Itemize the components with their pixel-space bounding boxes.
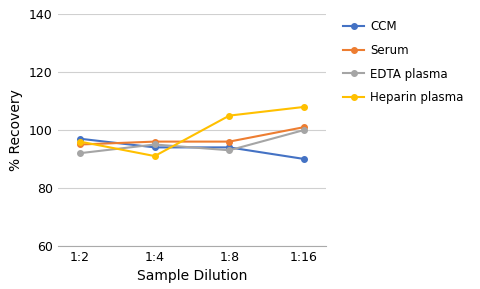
EDTA plasma	[77, 151, 83, 155]
Heparin plasma	[301, 105, 307, 109]
EDTA plasma	[152, 143, 157, 146]
Serum	[301, 125, 307, 129]
Heparin plasma	[227, 114, 232, 117]
Line: Serum: Serum	[77, 124, 307, 147]
CCM	[152, 146, 157, 149]
EDTA plasma	[301, 128, 307, 132]
EDTA plasma	[227, 149, 232, 152]
Serum	[152, 140, 157, 143]
Line: Heparin plasma: Heparin plasma	[77, 104, 307, 159]
CCM	[227, 146, 232, 149]
X-axis label: Sample Dilution: Sample Dilution	[137, 269, 247, 283]
CCM	[301, 157, 307, 161]
Y-axis label: % Recovery: % Recovery	[9, 89, 24, 171]
Serum	[227, 140, 232, 143]
Legend: CCM, Serum, EDTA plasma, Heparin plasma: CCM, Serum, EDTA plasma, Heparin plasma	[343, 20, 464, 104]
Serum	[77, 143, 83, 146]
Heparin plasma	[152, 154, 157, 158]
Line: EDTA plasma: EDTA plasma	[77, 127, 307, 156]
Line: CCM: CCM	[77, 136, 307, 162]
CCM	[77, 137, 83, 140]
Heparin plasma	[77, 140, 83, 143]
